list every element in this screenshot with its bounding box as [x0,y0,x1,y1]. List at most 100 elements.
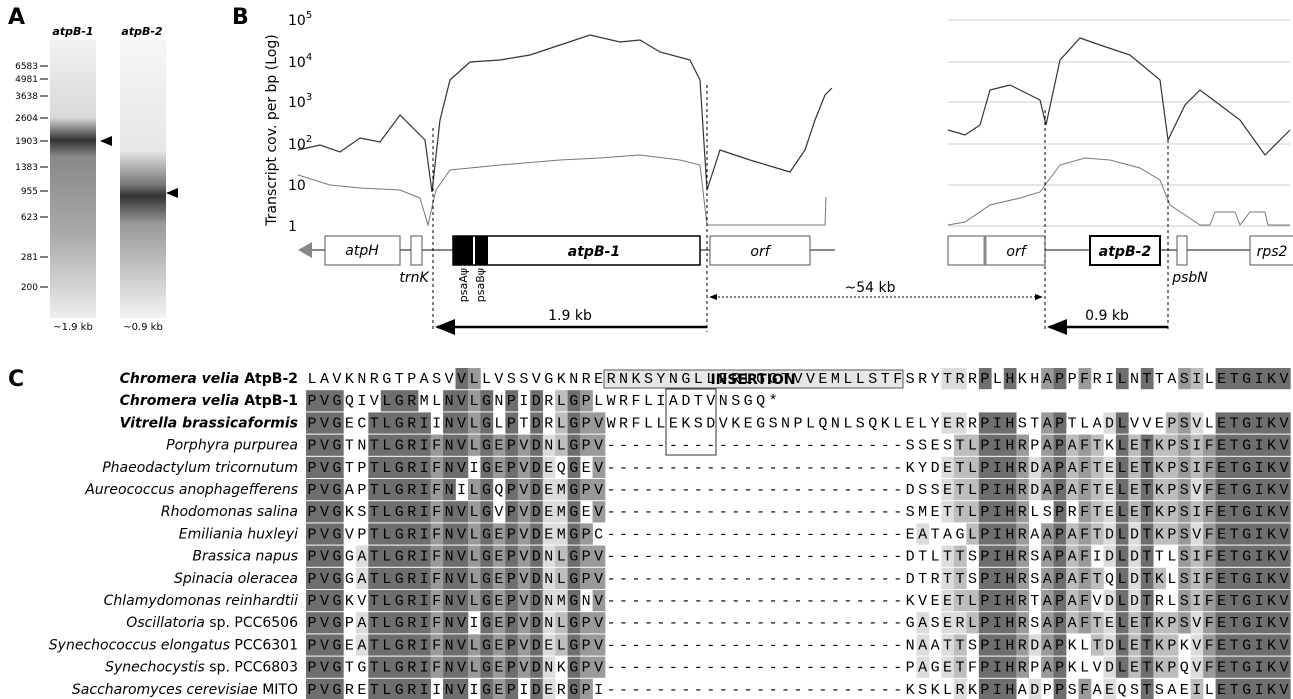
species-name: Saccharomyces cerevisiae MITO [72,682,298,698]
species-name: Synechococcus elongatus PCC6301 [49,637,298,653]
species-name: Oscillatoria sp. PCC6506 [126,615,298,631]
marker-label: 4981 [15,75,38,85]
gene-label: psaBψ [474,268,487,302]
marker-label: 623 [21,213,38,223]
species-name: Synechocystis sp. PCC6803 [105,660,298,676]
pseudogene-box [475,236,488,265]
size-label: ~0.9 kb [123,322,163,333]
species-name: Chromera velia AtpB-1 [120,393,298,409]
marker-label: 200 [21,283,38,293]
species-italic: Rhodomonas salina [161,504,298,520]
species-name: Chromera velia AtpB-2 [120,371,298,387]
sequence: PVGQIVLGRMLNVLGNPIDRLGPLWRFLIADTVNSGQ* [308,393,782,410]
marker-label: 1383 [15,163,38,173]
marker-label: 1903 [15,137,38,147]
y-axis-title: Transcript cov. per bp (Log) [264,34,280,226]
species-italic: Synechococcus elongatus [49,637,230,653]
species-italic: Saccharomyces cerevisiae [72,682,258,698]
species-italic: Oscillatoria [126,615,205,631]
y-tick-base: 10 [288,95,306,111]
sequence: PVGKVTLGRIFNVLGEPVDNMGNV----------------… [308,593,1292,610]
sequence: PVGECTLGRIINVLGLPTDRLGPVWRFLLEKSDVKEGSNP… [308,415,1292,432]
sequence: PVGTNTLGRIFNVLGEPVDNLGPV----------------… [308,438,1292,455]
y-tick-label: 105 [288,10,312,29]
species-suffix: MITO [262,682,298,698]
species-suffix: sp. PCC6506 [209,615,298,631]
y-tick-base: 10 [288,137,306,153]
gene-label: rps2 [1257,244,1288,260]
marker-label: 955 [21,187,38,197]
species-name: Phaeodactylum tricornutum [102,460,298,476]
coverage-trace [298,155,826,225]
species-italic: Porphyra purpurea [166,438,298,454]
genome-arrow [298,242,312,258]
gene-label: psbN [1171,270,1208,286]
sequence: PVGVPTLGRIFNVLGEPVDEMGPC----------------… [308,526,1292,543]
size-label: ~1.9 kb [53,322,93,333]
species-italic: Synechocystis [105,660,205,676]
sequence: PVGTPTLGRIFNVIGEPVDEQGEV----------------… [308,460,1292,477]
panel-label: B [232,5,249,30]
sequence: PVGGATLGRIFNVLGEPVDNLGPV----------------… [308,549,1292,566]
sequence: PVGAPTLGRIFNILGQPVDEMGPV----------------… [308,482,1292,499]
coverage-trace [948,38,1290,155]
species-name: Spinacia oleracea [174,571,298,587]
gel-lane [50,40,96,318]
y-tick-label: 104 [288,52,312,71]
y-tick-label: 1 [288,219,297,235]
figure: A atpB-1 atpB-2 658349813638260419031383… [0,0,1293,699]
panel-label: C [8,367,24,392]
gene-label: atpB-1 [568,244,620,260]
species-suffix: PCC6301 [234,637,298,653]
lane-label: atpB-2 [121,25,163,38]
gene-box [411,236,422,265]
y-tick-exp: 2 [306,134,312,145]
panel-label: A [8,5,25,30]
marker-label: 6583 [15,62,38,72]
marker-label: 3638 [15,92,38,102]
species-italic: Aureococcus anophagefferens [84,482,298,498]
species-name: Porphyra purpurea [166,438,298,454]
lane-label: atpB-1 [52,25,93,38]
marker-label: 281 [21,253,38,263]
gel-lane [120,40,166,318]
y-tick-base: 1 [288,219,297,235]
sequence: LAVKNRGTPASVVLLVSSVGKNRERNKSYNGLLFRLGGTV… [308,371,1292,388]
species-suffix: AtpB-2 [244,371,298,387]
pseudogene-box [453,236,473,265]
species-italic: Chromera velia [120,393,240,409]
species-suffix: AtpB-1 [244,393,298,409]
distance-label: ~54 kb [845,280,896,296]
sequence: PVGTGTLGRIFNVLGEPVDNKGPV----------------… [308,660,1292,677]
species-italic: Chromera velia [120,371,240,387]
y-tick-exp: 3 [306,92,312,103]
gene-box [948,236,1045,265]
y-tick-exp: 4 [306,52,312,63]
gene-label: atpH [345,243,379,259]
guide-lines [433,85,1168,332]
y-tick-label: 103 [288,92,312,111]
gene-label: psaAψ [457,268,470,302]
species-name: Aureococcus anophagefferens [84,482,298,498]
coverage-trace [298,35,832,192]
y-tick-label: 102 [288,134,312,153]
species-italic: Chlamydomonas reinhardtii [104,593,298,609]
species-name: Rhodomonas salina [161,504,298,520]
species-suffix: sp. PCC6803 [209,660,298,676]
gene-label: trnK [399,270,430,286]
gene-box [1177,236,1187,265]
distance-label: 0.9 kb [1085,308,1129,324]
distance-label: 1.9 kb [548,308,592,324]
gene-label: atpB-2 [1099,244,1151,260]
sequence: PVGGATLGRIFNVLGEPVDNLGPV----------------… [308,571,1292,588]
species-name: Chlamydomonas reinhardtii [104,593,298,609]
species-italic: Spinacia oleracea [174,571,298,587]
sequence: PVGRETLGRIINVIGEPIDERGPI----------------… [308,682,1292,699]
y-tick-label: 10 [288,178,306,194]
sequence: PVGPATLGRIFNVIGEPVDNLGPV----------------… [308,615,1292,632]
coverage-trace [948,158,1290,225]
species-italic: Vitrella brassicaformis [120,415,298,431]
y-tick-base: 10 [288,13,306,29]
y-tick-base: 10 [288,178,306,194]
sequence: PVGEATLGRIFNVLGEPVDELGPV----------------… [308,637,1292,654]
